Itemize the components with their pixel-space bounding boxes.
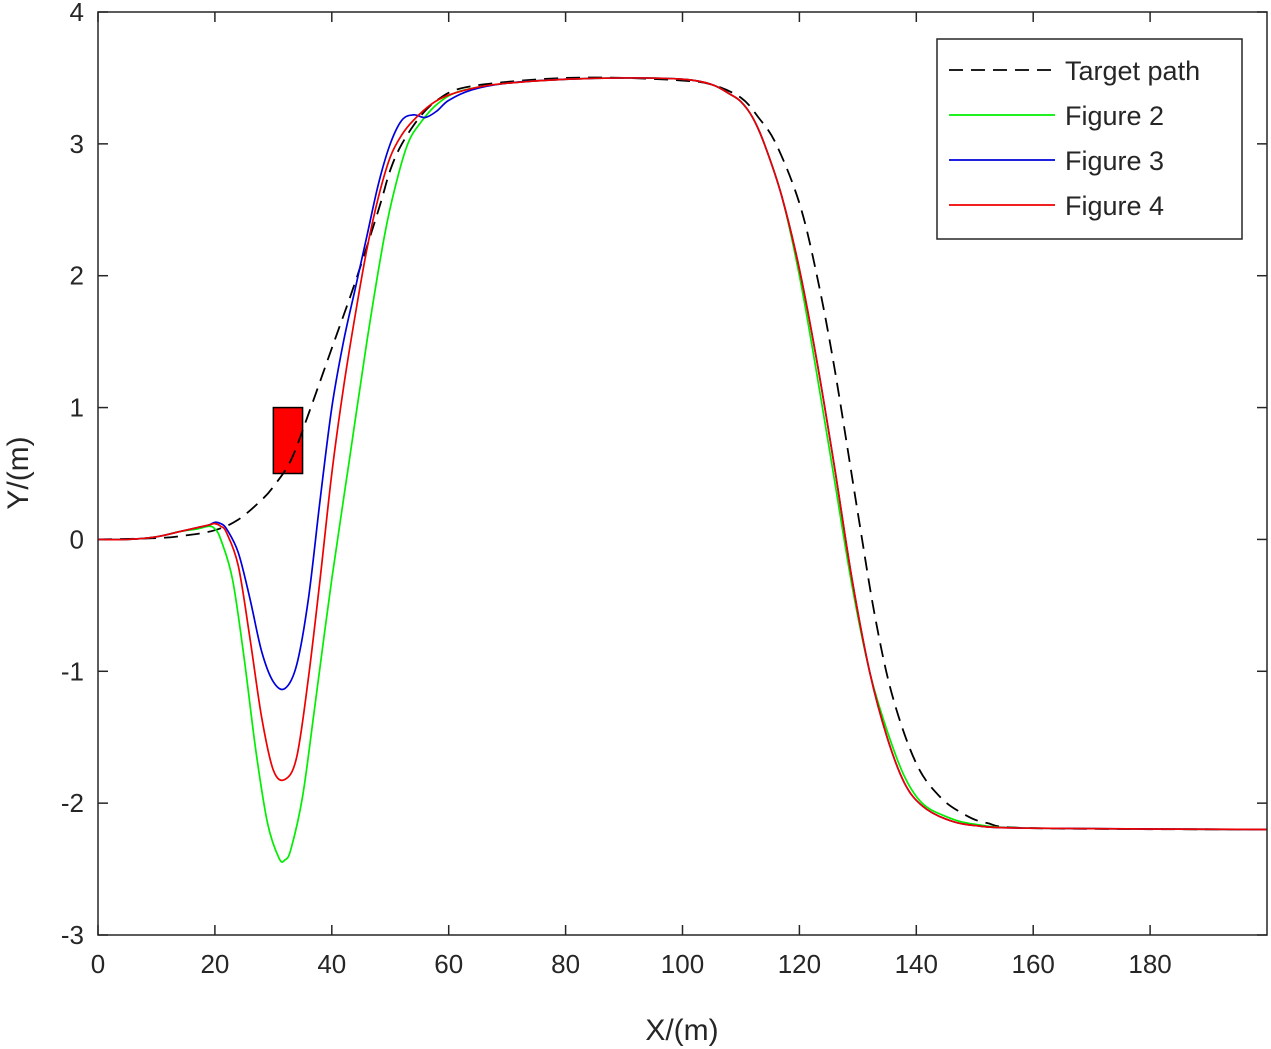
y-axis-label: Y/(m): [2, 436, 35, 509]
x-tick-label: 160: [1012, 949, 1055, 979]
legend-label-figure-2: Figure 2: [1065, 101, 1164, 131]
series-lines: [97, 76, 1268, 863]
y-tick-label: 0: [70, 524, 84, 554]
x-tick-label: 60: [434, 949, 463, 979]
y-tick-label: -1: [61, 656, 84, 686]
legend-label-figure-3: Figure 3: [1065, 146, 1164, 176]
x-tick-label: 20: [200, 949, 229, 979]
x-tick-label: 120: [778, 949, 821, 979]
x-tick-label: 80: [551, 949, 580, 979]
x-tick-label: 100: [661, 949, 704, 979]
x-axis-label: X/(m): [645, 1014, 718, 1047]
axis-ticks: 0 20 40 60 80 100 120 140 160 180 -3 -2 -1 0 1 2 3 4: [61, 0, 1267, 979]
y-tick-label: -2: [61, 788, 84, 818]
x-tick-label: 180: [1128, 949, 1171, 979]
x-tick-label: 140: [895, 949, 938, 979]
y-tick-label: 1: [70, 393, 84, 423]
x-tick-label: 40: [317, 949, 346, 979]
y-tick-label: 4: [70, 0, 84, 27]
y-tick-label: 2: [70, 261, 84, 291]
y-tick-label: -3: [61, 920, 84, 950]
legend: Target path Figure 2 Figure 3 Figure 4: [936, 38, 1243, 240]
legend-label-target-path: Target path: [1065, 56, 1200, 86]
plot-frame: [97, 11, 1268, 936]
obstacle-rect: [272, 406, 304, 475]
obstacle-layer: [272, 406, 304, 475]
legend-label-figure-4: Figure 4: [1065, 191, 1164, 221]
series-line-figure-4: [97, 77, 1268, 831]
x-tick-label: 0: [91, 949, 105, 979]
y-tick-label: 3: [70, 129, 84, 159]
